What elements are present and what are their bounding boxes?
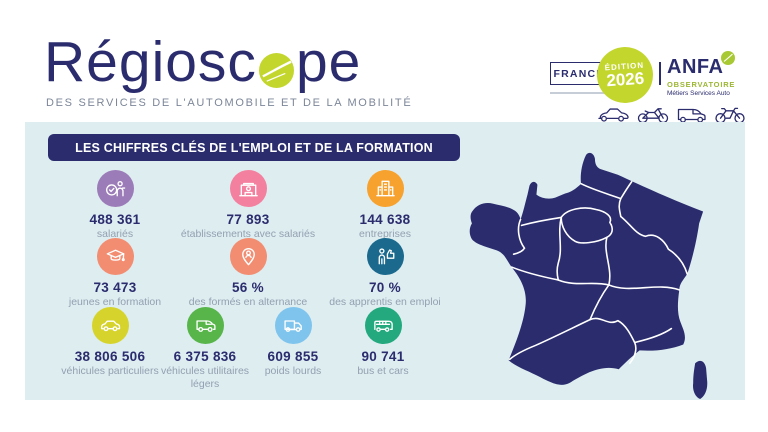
location-person-icon — [229, 238, 267, 275]
logo-text-right: pe — [295, 30, 362, 94]
stat-value: 144 638 — [359, 212, 411, 227]
stat-apprentis-emploi: 70 % des apprentis en emploi — [325, 238, 445, 309]
stat-etablissements: 77 893 établissements avec salariés — [163, 170, 333, 241]
stat-label: bus et cars — [357, 365, 409, 377]
stat-vehicules-particuliers: 38 806 506 véhicules particuliers — [58, 307, 162, 378]
stat-value: 56 % — [232, 280, 264, 295]
anfa-logo: ANFA OBSERVATOIRE Métiers Services Auto — [667, 51, 745, 97]
stat-salaries: 488 361 salariés — [55, 170, 175, 241]
region-borders — [508, 180, 689, 365]
stat-value: 6 375 836 — [173, 349, 237, 364]
anfa-metiers-label: Métiers Services Auto — [667, 90, 730, 97]
stat-value: 77 893 — [226, 212, 270, 227]
stat-label: des apprentis en emploi — [329, 296, 441, 308]
stat-value: 73 473 — [93, 280, 137, 295]
country-badge: FRANCE — [550, 62, 608, 85]
stat-label: établissements avec salariés — [180, 228, 316, 240]
stat-poids-lourds: 609 855 poids lourds — [245, 307, 341, 378]
stat-label: salariés — [96, 228, 134, 240]
panel-header: LES CHIFFRES CLÉS DE L'EMPLOI ET DE LA F… — [48, 134, 460, 161]
stat-value: 38 806 506 — [74, 349, 146, 364]
anfa-observatoire-label: OBSERVATOIRE — [667, 80, 736, 89]
stat-bus-cars: 90 741 bus et cars — [335, 307, 431, 378]
anfa-wordmark: ANFA — [667, 51, 736, 78]
logo-subtitle: DES SERVICES DE L'AUTOMOBILE ET DE LA MO… — [46, 97, 413, 109]
stat-value: 90 741 — [361, 349, 405, 364]
road-circle-icon — [258, 53, 294, 88]
stat-label: des formés en alternance — [188, 296, 308, 308]
stat-value: 609 855 — [267, 349, 319, 364]
stat-label: jeunes en formation — [68, 296, 162, 308]
vehicle-icons-row — [597, 105, 745, 124]
stat-value: 70 % — [369, 280, 401, 295]
person-thumbs-up-icon — [366, 238, 404, 275]
brand-separator — [659, 62, 661, 85]
france-mainland — [469, 152, 704, 385]
stat-label: entreprises — [359, 228, 411, 240]
leaf-icon — [721, 51, 736, 65]
stat-value: 488 361 — [89, 212, 141, 227]
stat-label: véhicules utilitaires légers — [160, 365, 250, 390]
van-icon — [186, 307, 224, 344]
stat-label: poids lourds — [264, 365, 322, 377]
office-building-icon — [366, 170, 404, 207]
logo-text-left: Régiosc — [44, 30, 257, 94]
country-badge-underline — [550, 92, 609, 94]
stat-label: véhicules particuliers — [61, 365, 159, 377]
worker-gear-icon — [96, 170, 134, 207]
bus-icon — [364, 307, 402, 344]
car-icon — [91, 307, 129, 344]
stat-entreprises: 144 638 entreprises — [325, 170, 445, 241]
stat-alternance: 56 % des formés en alternance — [163, 238, 333, 309]
logo-regioscope: Régiosc pe — [44, 34, 361, 91]
car-icon — [598, 108, 629, 122]
graduation-cap-icon — [96, 238, 134, 275]
anfa-text: ANFA — [667, 56, 724, 78]
france-regions-map — [469, 152, 708, 400]
stat-utilitaires-legers: 6 375 836 véhicules utilitaires légers — [148, 307, 262, 390]
edition-badge: ÉDITION 2026 — [595, 45, 655, 105]
stat-jeunes-formation: 73 473 jeunes en formation — [55, 238, 175, 309]
garage-building-icon — [229, 170, 267, 207]
truck-icon — [274, 307, 312, 344]
corsica — [692, 360, 708, 400]
edition-year: 2026 — [605, 68, 645, 91]
van-icon — [677, 108, 706, 123]
